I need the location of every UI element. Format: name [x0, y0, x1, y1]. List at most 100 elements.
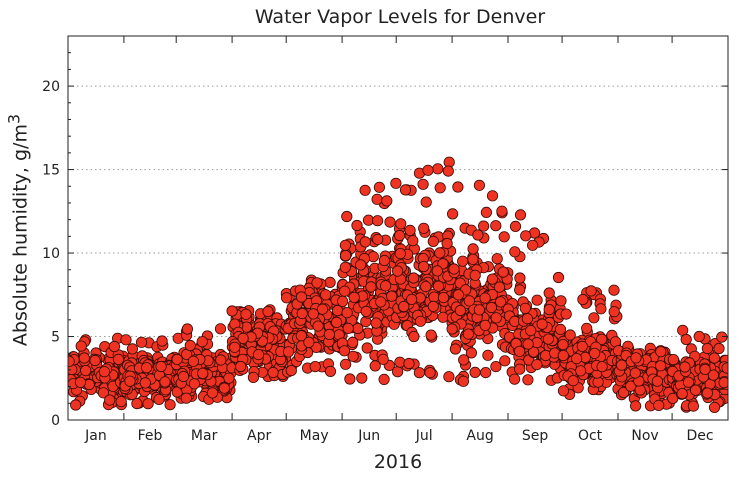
- data-point: [377, 353, 389, 365]
- data-point: [486, 273, 498, 285]
- data-point: [595, 303, 607, 315]
- data-point: [625, 380, 637, 392]
- data-point: [303, 336, 315, 348]
- data-point: [267, 366, 279, 379]
- x-tick-label: Nov: [631, 428, 658, 444]
- data-point: [667, 353, 680, 366]
- data-point: [381, 195, 393, 207]
- data-point: [680, 333, 692, 346]
- data-point: [323, 328, 335, 340]
- data-point: [164, 399, 176, 411]
- data-point: [371, 193, 383, 205]
- data-point: [490, 220, 502, 232]
- data-point: [171, 353, 183, 365]
- data-point: [437, 311, 449, 323]
- data-point: [404, 224, 416, 236]
- data-point: [74, 376, 87, 388]
- data-point: [654, 360, 667, 372]
- data-point: [339, 261, 351, 273]
- data-point: [339, 239, 351, 251]
- data-point: [434, 182, 446, 194]
- x-axis-title: 2016: [373, 451, 423, 473]
- data-point: [196, 336, 208, 348]
- data-point: [80, 364, 92, 377]
- data-point: [68, 355, 75, 367]
- data-point: [522, 374, 534, 386]
- scatter-points: [68, 156, 728, 413]
- data-point: [472, 229, 484, 241]
- data-point: [359, 184, 371, 196]
- data-point: [543, 287, 555, 299]
- data-point: [467, 243, 479, 255]
- data-point: [280, 292, 293, 304]
- data-point: [442, 165, 454, 177]
- data-point: [462, 328, 474, 340]
- data-point: [526, 239, 539, 251]
- data-point: [418, 222, 430, 234]
- data-point: [493, 281, 506, 293]
- data-point: [378, 254, 390, 267]
- data-point: [699, 363, 711, 375]
- data-point: [718, 377, 728, 389]
- data-point: [365, 281, 377, 293]
- data-point: [467, 253, 479, 265]
- data-point: [629, 400, 642, 412]
- data-point: [449, 343, 461, 355]
- data-point: [324, 365, 337, 377]
- data-point: [617, 386, 630, 399]
- data-point: [446, 208, 459, 220]
- data-point: [142, 398, 154, 410]
- data-point: [226, 305, 238, 317]
- data-point: [386, 290, 398, 302]
- data-point: [344, 373, 356, 385]
- data-point: [75, 340, 87, 352]
- data-point: [295, 291, 308, 303]
- x-tick-label: May: [300, 428, 329, 444]
- data-point: [514, 284, 526, 296]
- data-point: [354, 259, 367, 271]
- data-point: [417, 178, 429, 190]
- data-point: [428, 291, 440, 303]
- data-point: [557, 385, 570, 397]
- data-point: [514, 363, 526, 375]
- data-point: [347, 336, 359, 348]
- data-point: [486, 190, 499, 202]
- data-point: [443, 371, 455, 383]
- data-point: [307, 308, 319, 320]
- data-point: [408, 330, 420, 343]
- data-point: [457, 375, 469, 387]
- data-point: [473, 179, 485, 191]
- data-point: [370, 317, 382, 329]
- data-point: [536, 318, 548, 330]
- data-point: [581, 322, 593, 334]
- data-point: [311, 277, 323, 289]
- data-point: [427, 300, 439, 312]
- data-point: [108, 340, 121, 353]
- data-point: [596, 361, 608, 373]
- data-point: [320, 289, 332, 301]
- plot-frame: [67, 35, 729, 421]
- data-point: [615, 359, 628, 371]
- data-point: [552, 271, 565, 284]
- data-point: [676, 387, 688, 400]
- data-point: [285, 364, 297, 377]
- x-tick-label: Jul: [415, 428, 433, 444]
- data-point: [432, 280, 445, 292]
- data-point: [379, 280, 392, 292]
- data-point: [394, 248, 406, 260]
- data-point: [514, 209, 527, 221]
- data-point: [120, 334, 132, 346]
- data-point: [398, 300, 410, 313]
- data-point: [159, 376, 171, 388]
- data-point: [252, 348, 265, 361]
- data-point: [431, 265, 443, 277]
- data-point: [240, 308, 252, 320]
- data-point: [347, 350, 359, 362]
- data-point: [177, 370, 190, 383]
- data-point: [395, 218, 407, 230]
- data-point: [418, 260, 430, 273]
- data-point: [413, 367, 425, 379]
- data-point: [588, 347, 601, 359]
